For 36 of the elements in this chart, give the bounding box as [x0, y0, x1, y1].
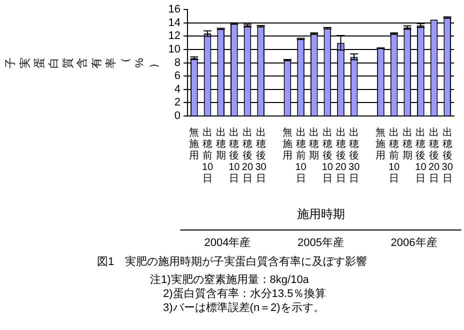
x-tick-label: 無施用	[189, 126, 200, 162]
y-tick-label: 16	[168, 4, 181, 16]
x-tick-label: 出穂前10日	[295, 126, 307, 184]
x-tick-label: 出穂後10日	[228, 126, 240, 184]
x-tick-label: 無施用	[376, 126, 386, 162]
x-tick-label: 出穂後10日	[322, 126, 334, 184]
x-tick-label: 出穂前10日	[202, 126, 214, 184]
x-tick-label: 出穂前10日	[388, 126, 400, 184]
y-tick-label: 10	[168, 44, 181, 56]
x-tick-label: 出穂後30日	[442, 126, 454, 184]
y-tick-label: 14	[168, 16, 181, 29]
x-tick-label: 出穂後10日	[415, 126, 427, 184]
text: 2)蛋白質含有率：水分13.5％換算	[163, 287, 328, 301]
x-tick-label: 無施用	[282, 126, 292, 162]
text: 子実蛋白質含有率（%）	[5, 57, 160, 68]
y-tick-label: 4	[174, 83, 181, 96]
y-tick-label: 2	[174, 96, 181, 109]
x-tick-label: 出穂期	[216, 126, 226, 162]
x-tick-label: 出穂後20日	[242, 126, 254, 184]
y-tick-label: 6	[174, 70, 181, 82]
text: 図1 実肥の施用時期が子実蛋白質含有率に及ぼす影響	[96, 254, 368, 269]
y-tick-label: 12	[168, 30, 181, 42]
y-tick-label: 8	[174, 56, 181, 69]
x-tick-label: 出穂期	[402, 126, 412, 162]
text: 2004年産	[204, 236, 251, 249]
text: 2005年産	[298, 236, 344, 249]
text: 2006年産	[390, 236, 438, 249]
y-tick-label: 0	[174, 110, 181, 122]
x-tick-label: 出穂後20日	[428, 126, 440, 184]
text: 3)バーは標準誤差(n＝2)を示す。	[163, 301, 326, 315]
x-tick-label: 出穂期	[309, 126, 320, 162]
x-tick-label: 出穂後30日	[348, 126, 360, 184]
x-axis-title: 施用時期	[296, 207, 345, 222]
text: 注1)実肥の窒素施用量：8kg/10a	[150, 273, 310, 287]
x-tick-label: 出穂後30日	[255, 126, 267, 184]
x-tick-label: 出穂後20日	[335, 126, 347, 184]
